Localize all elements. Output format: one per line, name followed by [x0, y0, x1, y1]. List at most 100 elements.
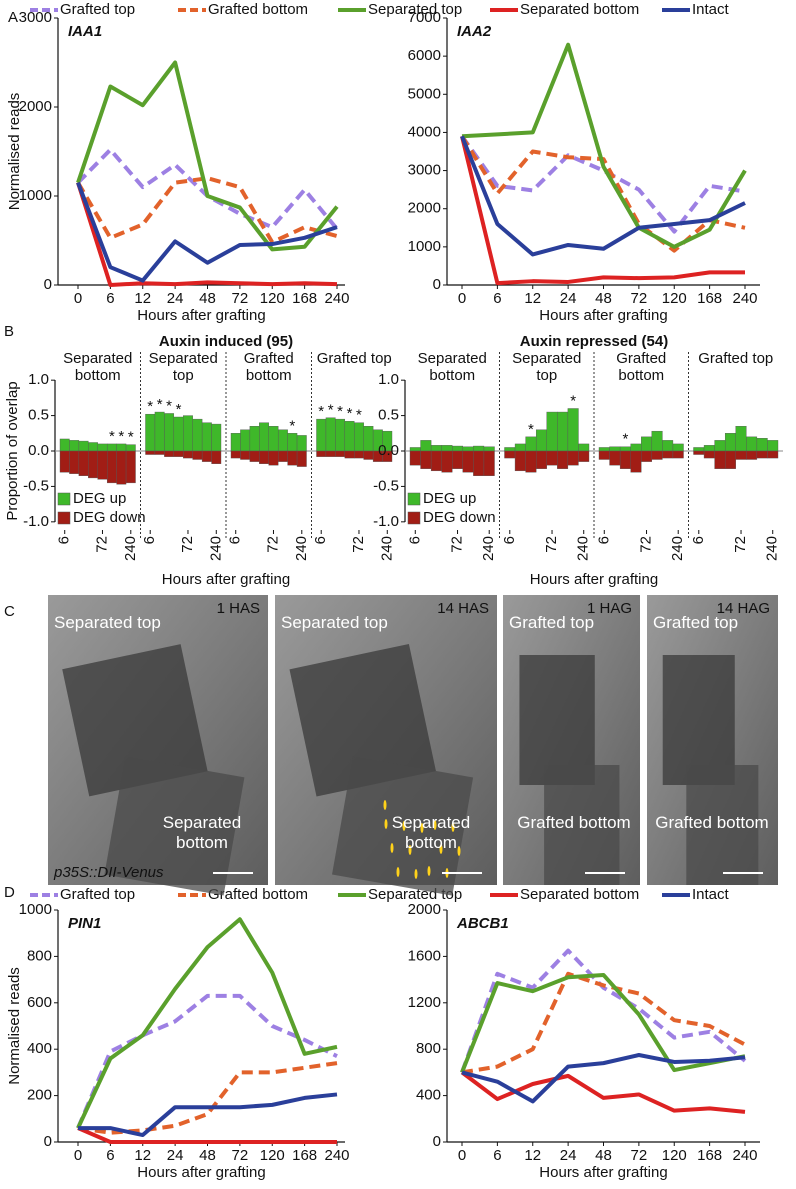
panel-letter: D [4, 884, 15, 901]
x-tick-label: 168 [697, 290, 722, 307]
significance-star: * [570, 392, 576, 409]
micrograph-label: Separated top [281, 613, 388, 632]
x-tick-label: 72 [264, 536, 281, 553]
bar [557, 411, 569, 452]
bar [504, 450, 516, 459]
venus-signal [383, 800, 387, 810]
x-tick-label: 240 [122, 536, 139, 561]
x-tick-label: 72 [179, 536, 196, 553]
y-axis-label: Normalised reads [6, 93, 23, 211]
bar [714, 450, 726, 469]
bar [619, 450, 631, 469]
x-tick-label: 240 [732, 290, 757, 307]
micrograph-top-box: Grafted top [653, 613, 738, 632]
legend-label: DEG down [73, 509, 146, 526]
y-tick-label: 7000 [408, 9, 441, 26]
x-axis-label: Hours after grafting [539, 307, 667, 324]
y-tick-label: 1200 [408, 994, 441, 1011]
legend-label: Intact [692, 1, 730, 18]
bar [192, 450, 203, 460]
chart-title: IAA1 [68, 23, 102, 40]
significance-star: * [109, 428, 115, 445]
micrograph-bottom-box: Separated bottom [392, 813, 470, 852]
bar [88, 450, 98, 479]
legend-swatch [57, 492, 71, 506]
micrograph: 1 HAS Separated top Separated bottom [48, 595, 268, 896]
y-tick-label: 5000 [408, 85, 441, 102]
bar [672, 450, 684, 459]
series-line [76, 176, 338, 245]
x-tick-label: 12 [524, 1147, 541, 1164]
bar [630, 443, 642, 452]
bar [259, 450, 269, 464]
x-axis-label: Hours after grafting [530, 571, 658, 588]
group-label-box: Grafted bottom [244, 350, 294, 384]
legend-label: Grafted bottom [208, 886, 308, 903]
venus-signal [420, 823, 424, 833]
bar [724, 433, 736, 452]
y-tick-label: 2000 [408, 200, 441, 217]
micrograph-top-box: Grafted top [509, 613, 594, 632]
bar [504, 447, 516, 452]
chart-title: Auxin induced (95) [159, 333, 293, 350]
bar [183, 450, 193, 459]
legend-label: Separated bottom [520, 886, 639, 903]
bar [335, 450, 346, 457]
x-tick-label: 72 [638, 536, 655, 553]
bar [106, 443, 117, 452]
bar [441, 450, 453, 473]
legend-label: Grafted top [60, 1, 135, 18]
bar [69, 440, 80, 452]
x-tick-label: 6 [141, 536, 158, 544]
bar [287, 433, 298, 452]
significance-star: * [328, 402, 334, 419]
y-tick-label: 0.0 [28, 442, 49, 459]
bar [609, 450, 621, 466]
bar [662, 450, 674, 459]
venus-signal [390, 843, 394, 853]
bar [154, 411, 165, 452]
x-tick-label: 6 [595, 536, 612, 544]
x-tick-label: 72 [93, 536, 110, 553]
micrograph-top-box: Separated top [281, 613, 388, 632]
x-tick-label: 168 [292, 1147, 317, 1164]
bar [430, 445, 442, 452]
bar [598, 447, 610, 452]
bar [546, 411, 558, 452]
bar [296, 450, 307, 467]
group-label-box: Separated bottom [63, 350, 132, 384]
bar [473, 445, 485, 452]
bar [578, 450, 590, 462]
bar [259, 422, 269, 452]
micrograph-time: 1 HAG [587, 600, 632, 617]
significance-star: * [528, 421, 534, 438]
y-tick-label: 0 [433, 276, 441, 293]
tissue-top [289, 643, 436, 797]
y-tick-label: 0 [433, 1133, 441, 1150]
y-tick-label: 3000 [408, 162, 441, 179]
bar [767, 440, 779, 452]
micrograph-bottom-box: Grafted bottom [517, 813, 631, 832]
y-tick-label: 800 [27, 947, 52, 964]
bar [211, 450, 222, 464]
bar [69, 450, 80, 474]
venus-signal [457, 846, 461, 856]
panel-letter: C [4, 603, 15, 620]
bar [173, 450, 184, 457]
chart-title: PIN1 [68, 915, 101, 932]
significance-star: * [157, 396, 163, 413]
x-tick-label: 12 [134, 290, 151, 307]
significance-star: * [347, 405, 353, 422]
x-tick-label: 120 [260, 290, 285, 307]
bar [735, 450, 747, 460]
bar [525, 450, 537, 473]
x-tick-label: 240 [575, 536, 592, 561]
y-tick-label: 0.0 [378, 442, 399, 459]
bar [287, 450, 298, 466]
bar [567, 408, 579, 452]
venus-signal [439, 844, 443, 854]
x-tick-label: 6 [501, 536, 518, 544]
bar [452, 445, 464, 452]
series-line [460, 1070, 746, 1114]
micrograph-label: Grafted bottom [517, 813, 631, 832]
